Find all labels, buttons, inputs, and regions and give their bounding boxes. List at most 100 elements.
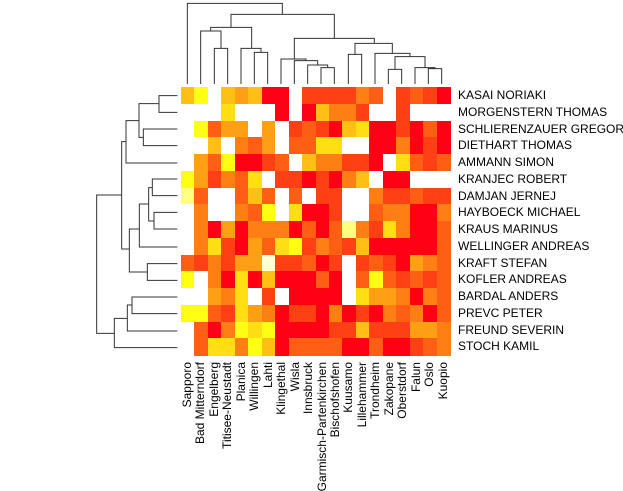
heatmap-cell: [355, 204, 370, 222]
heatmap-cell: [355, 271, 370, 289]
heatmap-cell: [221, 254, 236, 272]
row-label: MORGENSTERN THOMAS: [458, 104, 608, 119]
heatmap-cell: [369, 137, 384, 155]
heatmap-cell: [409, 304, 424, 323]
heatmap-cell: [194, 120, 209, 138]
heatmap-cell: [248, 87, 263, 105]
row-label: KRAFT STEFAN: [458, 255, 548, 270]
heatmap-cell: [396, 321, 411, 339]
heatmap-cell: [315, 204, 330, 222]
heatmap-cell: [234, 271, 249, 289]
heatmap-cell: [275, 338, 290, 356]
heatmap-cell: [423, 271, 438, 289]
heatmap-cell: [409, 137, 424, 155]
heatmap-cell: [396, 254, 411, 272]
heatmap-cell: [302, 237, 317, 256]
column-dendrogram: [186, 2, 443, 84]
heatmap-cell: [342, 304, 357, 323]
heatmap-cell: [248, 288, 263, 306]
heatmap-cell: [207, 103, 222, 122]
heatmap-cell: [288, 304, 303, 323]
heatmap-cell: [355, 221, 370, 239]
heatmap-cell: [194, 170, 209, 189]
heatmap-cell: [436, 254, 451, 272]
heatmap-cell: [181, 87, 196, 105]
heatmap-cell: [396, 338, 411, 356]
heatmap-cell: [288, 321, 303, 339]
heatmap-cell: [328, 87, 343, 105]
heatmap-cell: [315, 237, 330, 256]
heatmap-cell: [194, 187, 209, 205]
heatmap-cell: [409, 187, 424, 205]
heatmap-cell: [234, 187, 249, 205]
heatmap-cell: [436, 288, 451, 306]
heatmap-cell: [396, 237, 411, 256]
row-label: STOCH KAMIL: [458, 339, 540, 354]
heatmap-cell: [436, 237, 451, 256]
heatmap-cell: [207, 87, 222, 105]
heatmap-cell: [221, 120, 236, 138]
heatmap-cell: [369, 288, 384, 306]
heatmap-cell: [288, 204, 303, 222]
heatmap-cell: [207, 120, 222, 138]
heatmap-cell: [369, 221, 384, 239]
heatmap-cell: [234, 338, 249, 356]
heatmap-cell: [207, 237, 222, 256]
heatmap-cell: [423, 87, 438, 105]
column-label: Kuusamo: [341, 362, 356, 413]
heatmap-cell: [261, 254, 276, 272]
heatmap-cell: [234, 254, 249, 272]
row-label: KRAUS MARINUS: [458, 222, 559, 236]
heatmap-cell: [302, 254, 317, 272]
row-label: HAYBOECK MICHAEL: [458, 205, 581, 220]
heatmap-cell: [382, 187, 397, 205]
heatmap-cell: [409, 254, 424, 272]
heatmap-cell: [315, 221, 330, 239]
heatmap-cell: [409, 120, 424, 138]
heatmap-cell: [396, 103, 411, 122]
heatmap-cell: [275, 221, 290, 239]
heatmap-cell: [342, 237, 357, 256]
heatmap-cell: [355, 187, 370, 205]
heatmap-cell: [275, 137, 290, 155]
heatmap-cell: [315, 154, 330, 172]
heatmap-cell: [423, 137, 438, 155]
heatmap-cell: [261, 87, 276, 105]
heatmap-cell: [382, 254, 397, 272]
heatmap-cell: [315, 304, 330, 323]
heatmap-cell: [248, 187, 263, 205]
heatmap-cell: [275, 87, 290, 105]
heatmap-cell: [423, 254, 438, 272]
heatmap-cell: [382, 304, 397, 323]
heatmap-cell: [315, 321, 330, 339]
column-label: Innsbruck: [301, 362, 316, 415]
heatmap-cell: [409, 87, 424, 105]
heatmap-cell: [396, 304, 411, 323]
heatmap-cell: [302, 103, 317, 122]
heatmap-cell: [288, 154, 303, 172]
heatmap-cell: [396, 271, 411, 289]
heatmap-cell: [302, 204, 317, 222]
heatmap-cell: [423, 204, 438, 222]
heatmap-cell: [302, 271, 317, 289]
heatmap-cell: [423, 237, 438, 256]
heatmap-cell: [181, 187, 196, 205]
heatmap-cell: [436, 338, 451, 356]
heatmap-cell: [382, 237, 397, 256]
heatmap-cell: [181, 137, 196, 155]
heatmap-cell: [382, 103, 397, 122]
heatmap-cell: [194, 271, 209, 289]
heatmap-cell: [288, 288, 303, 306]
heatmap-cell: [194, 288, 209, 306]
heatmap-cell: [328, 187, 343, 205]
heatmap-cell: [302, 338, 317, 356]
heatmap-cell: [288, 87, 303, 105]
heatmap-cell: [194, 103, 209, 122]
row-label: AMMANN SIMON: [458, 155, 554, 169]
heatmap-cell: [315, 338, 330, 356]
heatmap-cell: [234, 237, 249, 256]
heatmap-cell: [315, 120, 330, 138]
heatmap-cell: [355, 321, 370, 339]
heatmap-cell: [409, 288, 424, 306]
heatmap-cell: [355, 304, 370, 323]
